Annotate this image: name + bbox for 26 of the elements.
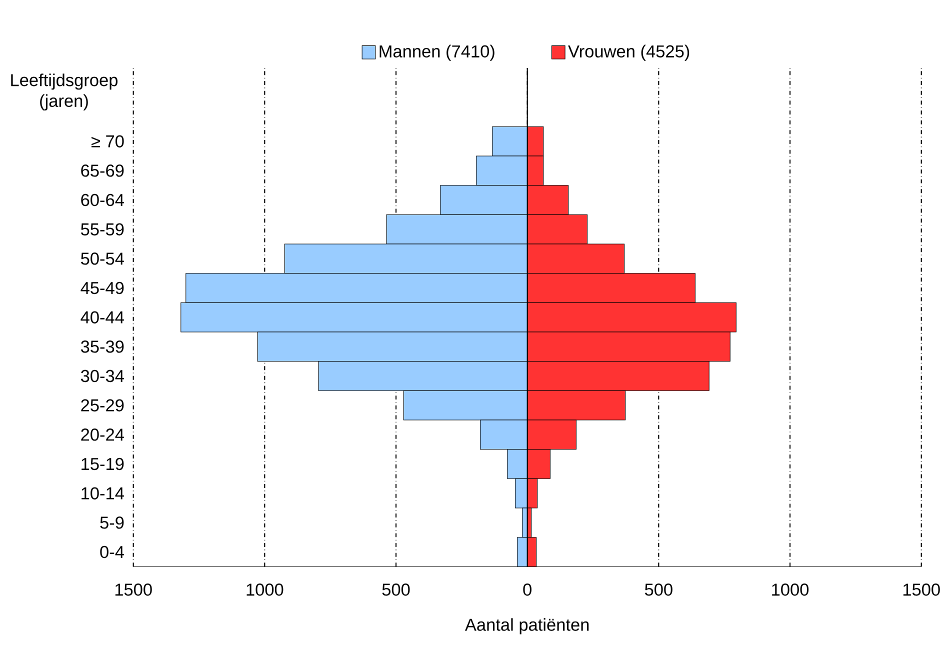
y-axis-title: Leeftijdsgroep (jaren) bbox=[11, 74, 118, 110]
y-tick-label: 10-14 bbox=[82, 487, 124, 500]
y-tick-label: 35-39 bbox=[80, 340, 124, 353]
y-tick-label: 0-4 bbox=[100, 546, 124, 558]
legend-label: Mannen (7410) bbox=[380, 44, 494, 61]
legend-label: Vrouwen (4525) bbox=[568, 44, 690, 61]
x-tick-label: 1000 bbox=[246, 584, 284, 596]
x-tick-label: 1500 bbox=[115, 584, 152, 596]
y-tick-label: 20-24 bbox=[81, 428, 124, 441]
y-tick-label: 65-69 bbox=[81, 164, 124, 177]
y-tick-label: 50-54 bbox=[80, 252, 124, 265]
y-tick-label: 15-19 bbox=[82, 458, 124, 470]
x-tick-label: 500 bbox=[644, 584, 672, 596]
y-tick-label: 40-44 bbox=[80, 311, 124, 324]
x-tick-label: 0 bbox=[523, 584, 532, 596]
x-tick-label: 1500 bbox=[903, 584, 940, 596]
y-tick-label: 55-59 bbox=[80, 223, 124, 236]
y-tick-label: 30-34 bbox=[80, 370, 124, 382]
y-tick-label: 25-29 bbox=[81, 399, 124, 412]
x-tick-label: 500 bbox=[382, 584, 410, 596]
y-tick-label: 45-49 bbox=[80, 282, 124, 294]
x-tick-label: 1000 bbox=[772, 584, 809, 596]
y-tick-label: ≥ 70 bbox=[92, 135, 124, 148]
y-tick-label: 60-64 bbox=[81, 194, 124, 206]
x-axis-title: Aantal patiënten bbox=[464, 618, 589, 634]
y-tick-label: 5-9 bbox=[100, 516, 124, 529]
